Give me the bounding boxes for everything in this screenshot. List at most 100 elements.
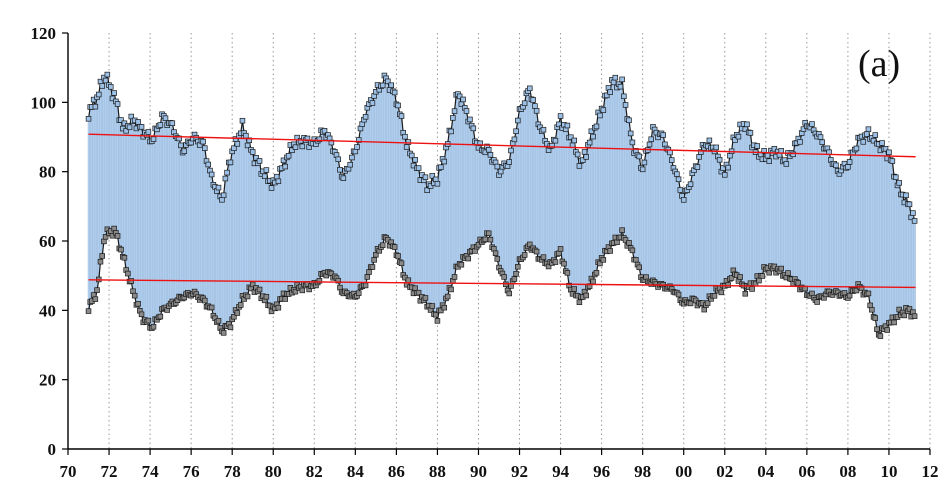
upper-point [648,136,654,143]
upper-point [494,163,501,170]
lower-point [97,258,104,265]
upper-point [422,174,429,180]
lower-point [556,250,562,257]
lower-point [118,246,124,253]
lower-point [586,283,593,289]
upper-point [388,82,395,88]
upper-point [783,161,790,167]
upper-point [886,149,892,156]
upper-point [162,115,169,121]
upper-point [621,93,627,100]
lower-point [215,318,222,324]
upper-point [732,137,738,143]
lower-point [99,253,105,259]
upper-point [576,163,583,169]
lower-point [728,275,735,281]
upper-point [533,108,540,114]
lower-point [356,290,362,296]
upper-point [639,166,646,173]
upper-point [485,147,492,153]
upper-point [202,145,208,151]
x-tick-label: 10 [880,462,897,481]
upper-point [716,157,723,163]
lower-point [121,255,128,261]
upper-point [735,133,742,140]
upper-point [797,139,803,145]
upper-point [580,157,586,163]
upper-point [674,171,680,177]
upper-point [896,180,902,186]
lower-point [858,285,865,292]
upper-point [694,164,701,170]
upper-point [467,116,473,123]
lower-point [636,264,642,271]
lower-point [877,333,884,339]
lower-point [234,310,241,316]
upper-point [530,97,536,103]
upper-point [441,158,448,165]
lower-point [202,297,208,304]
upper-point [747,130,754,136]
upper-point [178,142,184,149]
lower-point [482,236,489,243]
upper-point [253,154,259,161]
upper-point [515,117,521,124]
upper-point [766,158,772,164]
x-tick-label: 82 [306,462,323,481]
upper-point [261,173,268,179]
upper-point [424,187,430,193]
upper-point [205,161,211,168]
upper-point [385,78,391,85]
upper-point [391,89,398,96]
lower-point [434,318,441,324]
x-tick-label: 70 [60,462,77,481]
lower-point [626,240,632,246]
upper-point [135,119,141,125]
upper-point [282,163,288,170]
lower-point [533,248,540,255]
upper-point [646,141,653,148]
upper-point [865,126,872,132]
upper-point [337,167,343,173]
x-tick-label: 76 [183,462,200,481]
upper-point [231,145,237,151]
upper-point [412,157,418,163]
upper-point [460,96,466,103]
upper-point [511,136,518,143]
lower-point [704,300,711,306]
lower-point [785,270,791,276]
x-tick-label: 88 [429,462,446,481]
lower-point [597,260,603,267]
lower-point [766,269,772,276]
y-tick-label: 60 [39,232,56,251]
upper-point [450,115,456,121]
upper-point [138,124,145,130]
x-tick-label: 92 [511,462,528,481]
lower-point [92,296,99,302]
lower-point [711,293,718,299]
lower-point [362,282,369,289]
upper-point [487,152,494,158]
lower-point [485,230,492,237]
lower-point [756,277,762,284]
upper-point [398,113,405,119]
upper-point [622,102,629,108]
lower-point [128,278,135,284]
lower-point [540,254,547,260]
lower-point [157,313,164,320]
upper-point [513,128,519,134]
lower-point [366,269,372,275]
upper-point [680,197,687,203]
lower-point [590,278,596,285]
lower-point [521,252,528,258]
upper-point [744,121,750,128]
lower-point [135,301,141,307]
upper-point [354,144,360,150]
upper-point [698,149,704,155]
upper-point [889,158,896,164]
upper-point [617,83,624,90]
upper-point [405,139,412,145]
upper-point [696,154,702,160]
